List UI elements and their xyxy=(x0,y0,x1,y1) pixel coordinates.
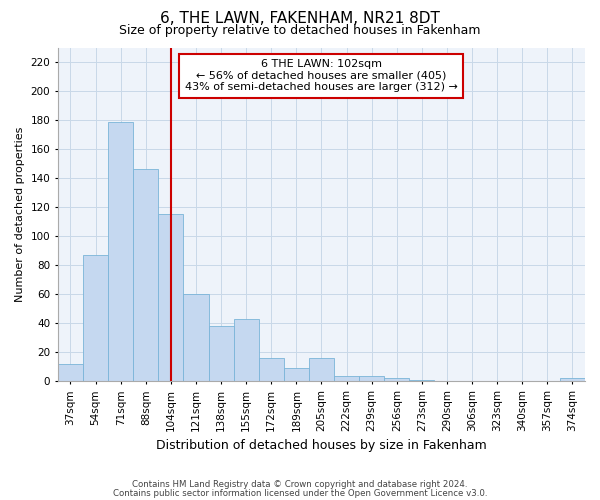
Bar xyxy=(133,170,158,382)
Y-axis label: Number of detached properties: Number of detached properties xyxy=(15,127,25,302)
Text: Contains HM Land Registry data © Crown copyright and database right 2024.: Contains HM Land Registry data © Crown c… xyxy=(132,480,468,489)
Bar xyxy=(209,326,233,382)
Bar xyxy=(259,358,284,382)
Bar xyxy=(359,376,384,382)
Bar xyxy=(334,376,359,382)
Bar xyxy=(560,378,585,382)
Text: 6, THE LAWN, FAKENHAM, NR21 8DT: 6, THE LAWN, FAKENHAM, NR21 8DT xyxy=(160,11,440,26)
Bar xyxy=(83,255,108,382)
Bar xyxy=(409,380,434,382)
Bar xyxy=(284,368,309,382)
Bar xyxy=(108,122,133,382)
Bar xyxy=(309,358,334,382)
Text: Contains public sector information licensed under the Open Government Licence v3: Contains public sector information licen… xyxy=(113,488,487,498)
Text: 6 THE LAWN: 102sqm
← 56% of detached houses are smaller (405)
43% of semi-detach: 6 THE LAWN: 102sqm ← 56% of detached hou… xyxy=(185,59,458,92)
Bar xyxy=(158,214,184,382)
Bar xyxy=(384,378,409,382)
Bar xyxy=(184,294,209,382)
Bar xyxy=(233,319,259,382)
X-axis label: Distribution of detached houses by size in Fakenham: Distribution of detached houses by size … xyxy=(156,440,487,452)
Bar xyxy=(58,364,83,382)
Text: Size of property relative to detached houses in Fakenham: Size of property relative to detached ho… xyxy=(119,24,481,37)
